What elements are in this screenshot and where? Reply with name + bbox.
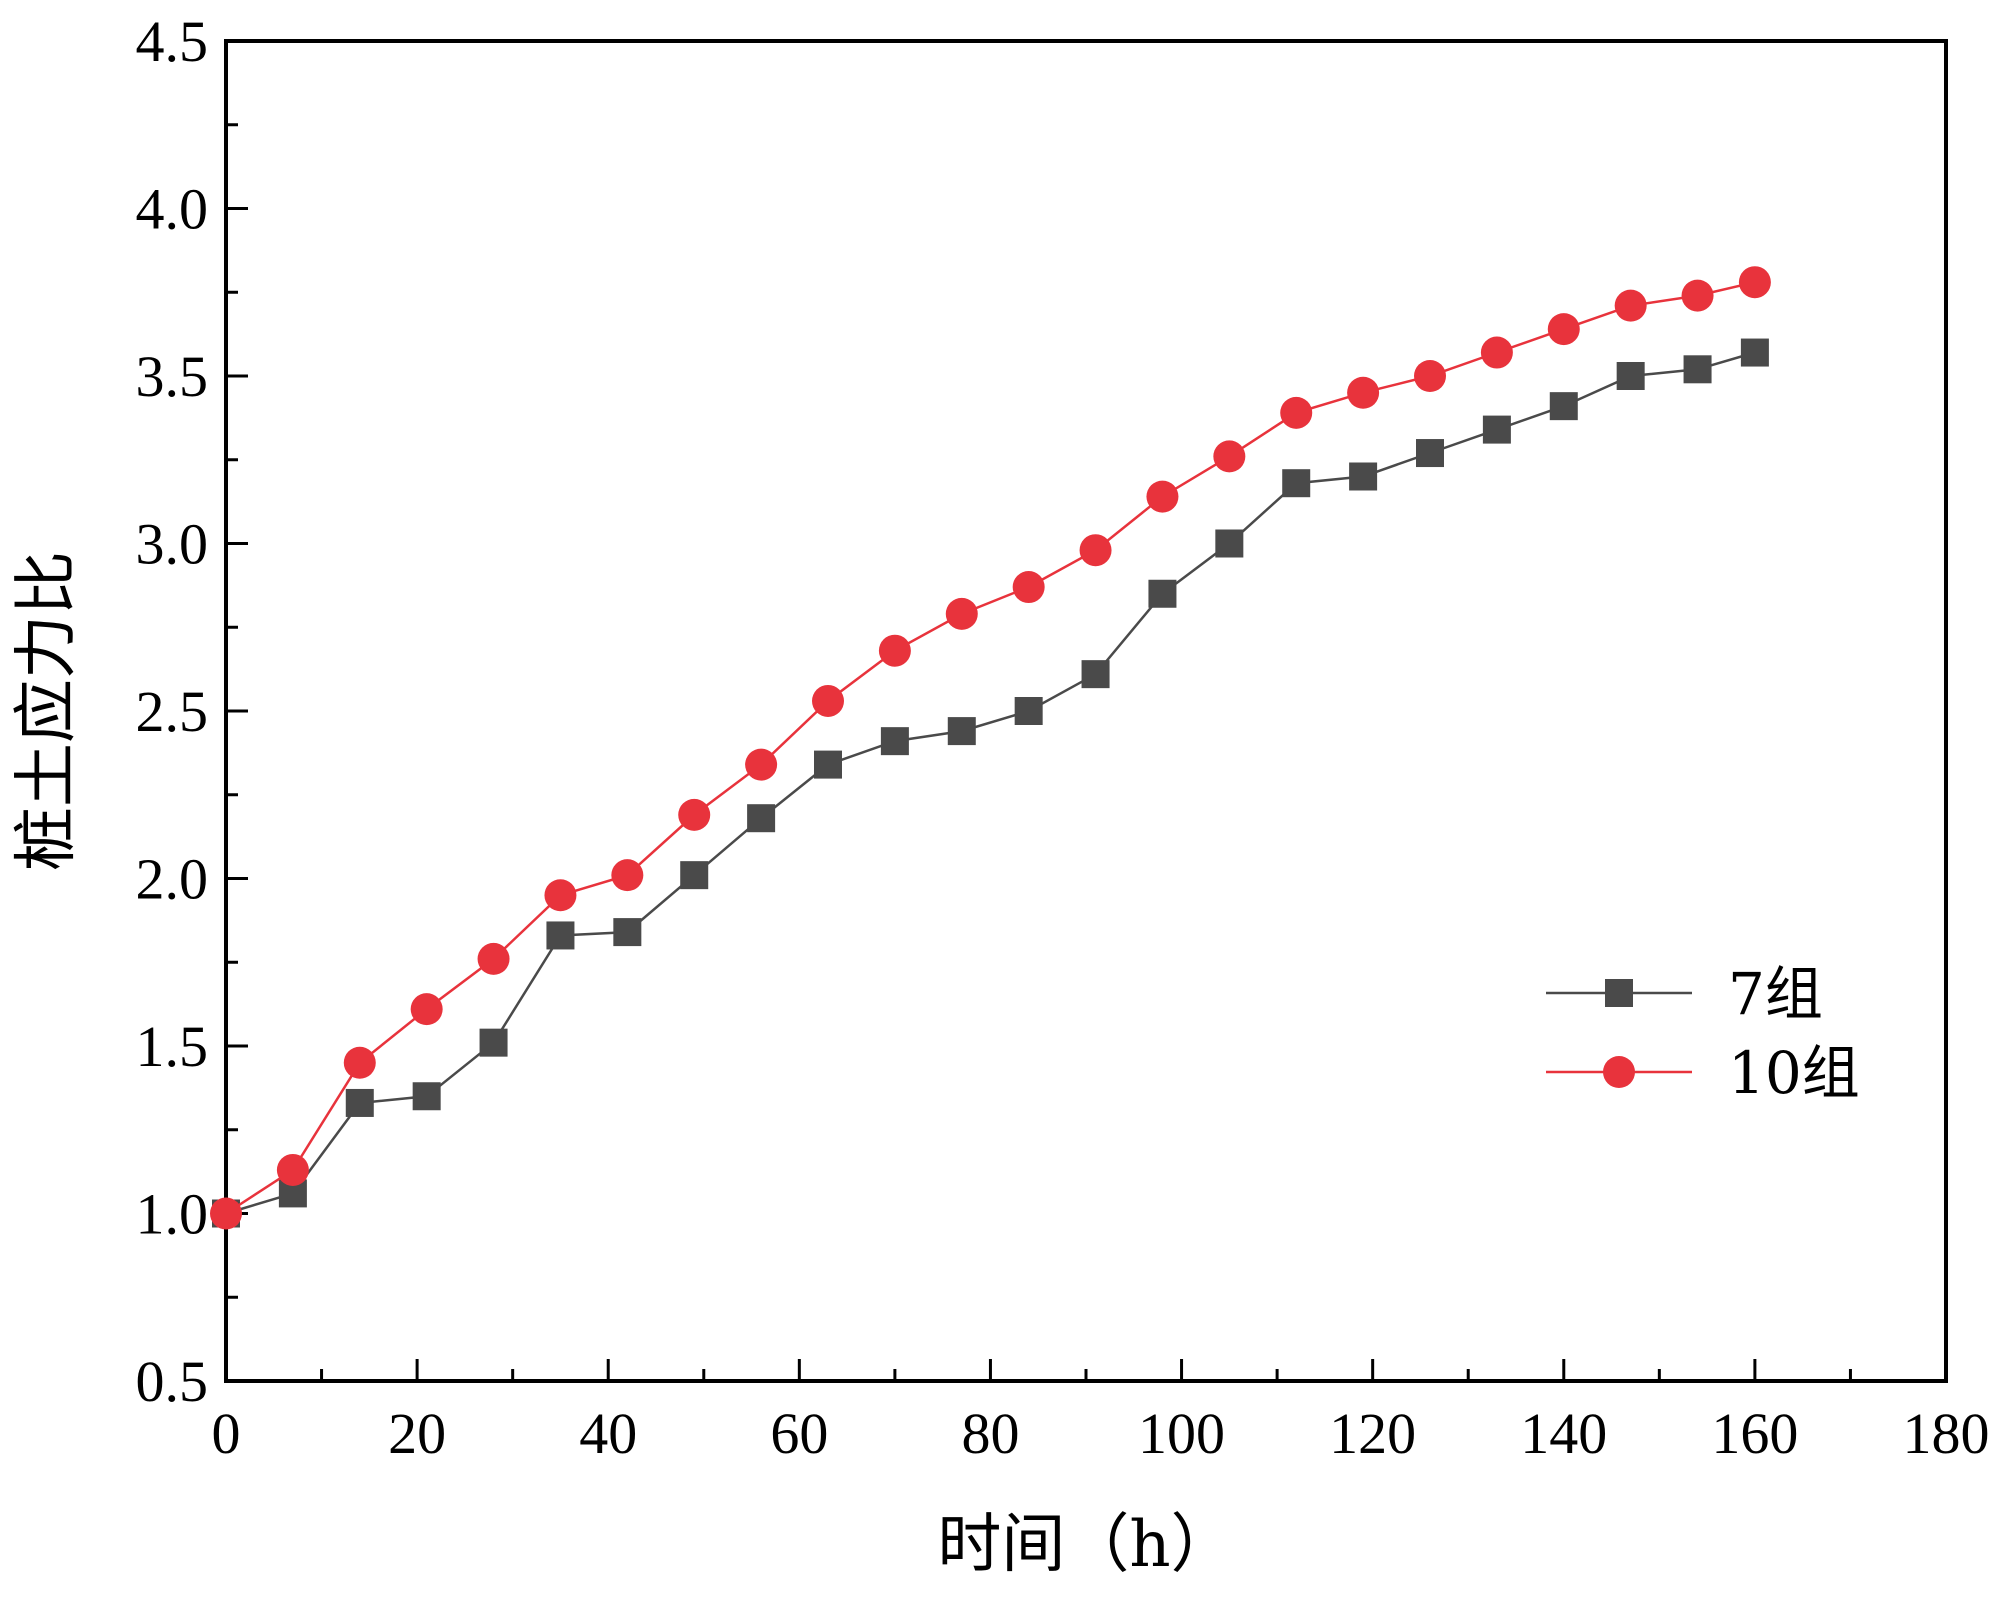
data-point-square (479, 1028, 508, 1057)
data-point-square (1683, 355, 1712, 384)
y-axis-ticks: 0.5 1.0 1.5 2.0 2.5 3.0 3.5 4.0 4.5 (136, 9, 248, 1414)
legend-label: 10组 (1728, 1039, 1860, 1107)
axes: 0 20 40 60 80 100 120 140 160 180 0.5 1.0 1.5 2.0 2.5… (136, 9, 1990, 1466)
data-point-circle (410, 993, 443, 1026)
data-point-circle (1079, 534, 1112, 567)
data-point-circle (1480, 336, 1513, 369)
data-point-circle (812, 684, 844, 717)
data-point-square (1549, 392, 1578, 421)
data-point-square (1282, 469, 1311, 498)
data-point-square (880, 727, 909, 756)
data-point-circle (1146, 480, 1179, 513)
series-line (225, 351, 1756, 1215)
data-point-circle (1738, 266, 1771, 299)
y-tick-label: 2.5 (136, 679, 209, 744)
data-point-circle (1414, 360, 1446, 392)
x-tick-label: 120 (1329, 1401, 1416, 1466)
x-tick-label: 80 (961, 1401, 1019, 1466)
data-point-circle (945, 597, 978, 630)
data-point-circle (611, 859, 644, 892)
data-point-circle (1547, 313, 1580, 346)
x-tick-label: 40 (579, 1401, 637, 1466)
legend-label: 7组 (1728, 960, 1823, 1028)
data-point-square (1215, 529, 1244, 558)
data-point-square (613, 918, 642, 947)
data-point-circle (1280, 396, 1313, 429)
data-point-circle (1347, 376, 1380, 409)
legend-marker-square (1605, 979, 1633, 1007)
y-tick-label: 2.0 (136, 847, 209, 912)
data-point-circle (878, 634, 911, 667)
x-axis-title: 时间（h） (937, 1508, 1234, 1582)
x-tick-label: 160 (1711, 1401, 1798, 1466)
y-tick-label: 3.0 (136, 512, 209, 577)
x-axis-ticks: 0 20 40 60 80 100 120 140 160 180 (212, 1359, 1990, 1466)
data-point-square (1148, 579, 1177, 608)
legend-item: 10组 (1546, 1039, 1860, 1107)
data-point-square (814, 750, 842, 779)
series-1 (212, 338, 1769, 1228)
data-point-circle (1213, 440, 1246, 473)
y-tick-label: 1.0 (136, 1182, 209, 1247)
y-tick-label: 4.0 (136, 177, 209, 242)
data-point-circle (210, 1197, 242, 1230)
data-point-square (546, 921, 575, 950)
data-point-square (947, 717, 976, 746)
y-tick-label: 0.5 (136, 1349, 209, 1414)
data-point-circle (343, 1046, 376, 1079)
data-point-square (412, 1082, 441, 1111)
data-point-circle (276, 1153, 309, 1186)
x-tick-label: 100 (1138, 1401, 1225, 1466)
y-tick-label: 1.5 (136, 1014, 209, 1079)
plot-frame (224, 39, 1948, 1383)
data-point-circle (745, 748, 778, 781)
data-point-square (1349, 462, 1378, 491)
x-tick-label: 0 (212, 1401, 241, 1466)
y-tick-label: 3.5 (136, 344, 209, 409)
x-tick-label: 180 (1903, 1401, 1990, 1466)
data-point-circle (477, 942, 510, 975)
data-point-square (1740, 338, 1769, 367)
data-point-square (1616, 362, 1645, 390)
data-point-square (1014, 697, 1043, 725)
y-tick-label: 4.5 (136, 9, 209, 74)
series-2 (210, 266, 1771, 1230)
data-point-square (345, 1088, 374, 1117)
legend-item: 7组 (1546, 960, 1823, 1028)
data-point-square (1482, 415, 1511, 444)
y-axis-title: 桩土应力比 (10, 551, 84, 871)
data-point-circle (544, 879, 577, 912)
data-point-square (747, 804, 776, 833)
data-point-circle (1614, 289, 1647, 322)
data-point-square (680, 861, 709, 890)
data-point-square (1081, 660, 1110, 689)
x-tick-label: 20 (388, 1401, 446, 1466)
data-point-circle (678, 798, 711, 831)
legend-marker-circle (1603, 1056, 1635, 1088)
data-point-square (1416, 439, 1444, 468)
x-tick-label: 140 (1520, 1401, 1607, 1466)
x-tick-label: 60 (770, 1401, 828, 1466)
series-layer (210, 266, 1771, 1230)
data-point-circle (1012, 571, 1045, 604)
data-point-circle (1681, 279, 1714, 312)
